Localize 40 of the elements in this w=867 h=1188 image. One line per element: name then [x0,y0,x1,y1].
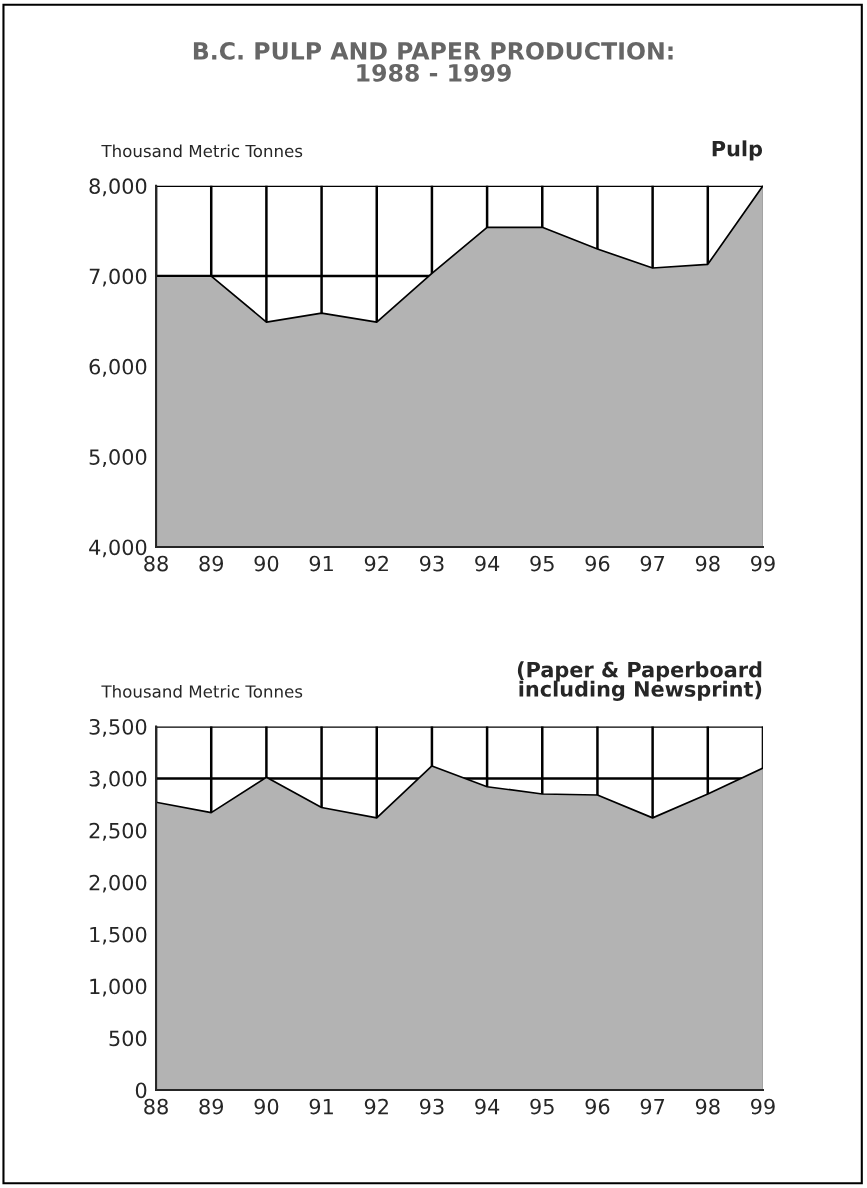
x-tick-label: 95 [530,555,554,572]
x-tick-label: 97 [640,1098,665,1115]
chart-subtitle: (Paper & Paperboard including Newsprint) [517,661,762,702]
y-tick-label: 7,000 [89,268,147,287]
x-tick-label: 94 [475,555,500,572]
x-tick-label: 98 [695,1098,720,1115]
x-tick-label: 94 [475,1098,500,1115]
y-axis-title: Thousand Metric Tonnes [101,144,303,158]
x-tick-label: 88 [144,1098,168,1115]
x-tick-label: 96 [585,1098,610,1115]
y-tick-label: 5,000 [89,449,147,467]
y-tick-label: 0 [135,1082,147,1099]
y-tick-label: 1,500 [90,926,147,945]
chart-subtitle: Pulp [712,140,763,161]
x-tick-label: 93 [419,555,444,572]
y-tick-label: 500 [109,1030,147,1047]
x-tick-label: 91 [309,1098,333,1115]
y-tick-label: 3,500 [89,718,147,737]
x-tick-label: 93 [419,1098,444,1115]
y-tick-label: 2,000 [89,874,147,893]
y-tick-label: 1,000 [90,978,147,997]
x-tick-label: 90 [254,1098,279,1115]
x-tick-label: 96 [585,555,610,572]
y-tick-label: 6,000 [89,358,147,377]
x-tick-label: 99 [751,1098,775,1115]
x-tick-label: 89 [199,1098,224,1115]
x-tick-label: 89 [199,555,224,572]
x-tick-label: 95 [530,1098,554,1115]
y-tick-label: 8,000 [89,178,147,197]
x-tick-label: 98 [695,555,720,572]
chart-title: B.C. PULP AND PAPER PRODUCTION: 1988 - 1999 [193,42,673,82]
x-tick-label: 92 [364,1098,388,1115]
y-tick-label: 3,000 [89,770,147,789]
x-tick-label: 99 [751,555,775,572]
x-tick-label: 90 [254,555,279,572]
y-tick-label: 2,500 [89,822,147,841]
x-tick-label: 92 [364,555,388,572]
x-tick-label: 91 [309,555,333,572]
x-tick-label: 97 [640,555,665,572]
y-axis-title: Thousand Metric Tonnes [101,684,303,698]
